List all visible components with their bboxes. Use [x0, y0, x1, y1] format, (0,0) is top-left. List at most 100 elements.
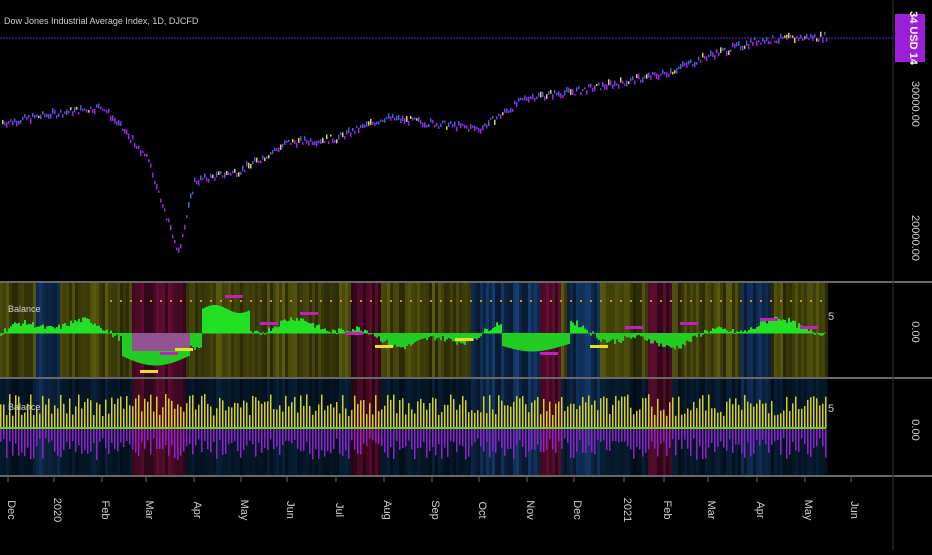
price-bar	[438, 126, 440, 129]
histogram-bar	[393, 394, 395, 428]
histogram-bar	[156, 428, 158, 449]
histogram-bar	[609, 428, 611, 451]
oscillator-area	[240, 312, 242, 334]
price-bar	[18, 120, 20, 125]
histogram-right-value: 5	[828, 403, 834, 415]
oscillator-area	[712, 328, 714, 334]
price-bar	[166, 218, 168, 221]
histogram-bar	[690, 410, 692, 428]
signal-dot	[600, 300, 602, 302]
oscillator-area	[170, 333, 172, 351]
oscillator-area	[480, 333, 482, 337]
histogram-bar	[351, 428, 353, 441]
price-bar	[224, 172, 226, 179]
price-bar	[132, 134, 134, 140]
histogram-bar	[582, 428, 584, 453]
histogram-bar	[126, 396, 128, 428]
oscillator-area	[614, 333, 616, 344]
oscillator-background	[594, 283, 597, 377]
price-bar	[62, 114, 64, 118]
histogram-bar	[567, 406, 569, 428]
histogram-bar	[414, 413, 416, 428]
oscillator-background	[534, 283, 537, 377]
oscillator-background	[177, 283, 180, 377]
price-bar	[688, 60, 690, 65]
histogram-bar	[612, 404, 614, 428]
oscillator-area	[788, 317, 790, 334]
oscillator-area	[292, 319, 294, 334]
oscillator-area	[352, 328, 354, 334]
oscillator-area	[366, 330, 368, 334]
oscillator-area	[778, 318, 780, 334]
oscillator-area	[540, 333, 542, 351]
oscillator-area	[424, 333, 426, 339]
oscillator-area	[818, 333, 820, 335]
price-bar	[170, 224, 172, 231]
price-bar	[222, 175, 224, 178]
oscillator-background	[375, 283, 378, 377]
oscillator-background	[507, 283, 510, 377]
histogram-bar	[822, 403, 824, 428]
histogram-bar	[168, 398, 170, 428]
histogram-bar	[567, 428, 569, 443]
signal-dot	[210, 300, 212, 302]
histogram-bar	[555, 403, 557, 428]
oscillator-area	[238, 312, 240, 334]
oscillator-area	[730, 331, 732, 334]
histogram-bar	[102, 428, 104, 439]
price-bar	[338, 134, 340, 140]
histogram-bar	[366, 428, 368, 447]
oscillator-area	[646, 333, 648, 341]
histogram-bar	[612, 428, 614, 442]
histogram-bar	[207, 428, 209, 450]
price-bar	[684, 63, 686, 66]
price-bar	[284, 140, 286, 145]
oscillator-area	[748, 329, 750, 334]
price-bar	[460, 122, 462, 129]
histogram-bar	[765, 403, 767, 428]
oscillator-background	[564, 283, 567, 377]
histogram-bar	[216, 428, 218, 460]
price-bar	[86, 109, 88, 113]
oscillator-area	[736, 331, 738, 334]
histogram-bar	[525, 428, 527, 458]
histogram-bar	[696, 408, 698, 428]
oscillator-area	[4, 328, 6, 334]
histogram-bar	[627, 394, 629, 428]
histogram-bar	[501, 428, 503, 448]
histogram-bar	[201, 395, 203, 428]
oscillator-area	[198, 333, 200, 348]
price-bar	[320, 139, 322, 145]
histogram-bar	[165, 428, 167, 446]
oscillator-background	[558, 283, 561, 377]
histogram-bar	[462, 428, 464, 447]
price-bar	[442, 120, 444, 124]
price-bar	[678, 66, 680, 70]
histogram-bar	[12, 428, 14, 456]
histogram-bar	[282, 428, 284, 446]
price-bar	[486, 124, 488, 129]
level-marker	[455, 338, 473, 341]
oscillator-area	[678, 333, 680, 349]
histogram-bar	[111, 428, 113, 444]
histogram-bar	[570, 428, 572, 458]
oscillator-area	[716, 327, 718, 334]
price-bar	[352, 127, 354, 132]
histogram-bar	[150, 394, 152, 428]
histogram-bar	[435, 428, 437, 456]
signal-dot	[620, 300, 622, 302]
histogram-bar	[741, 409, 743, 428]
price-bar	[806, 34, 808, 39]
histogram-bar	[438, 428, 440, 445]
oscillator-area	[236, 312, 238, 334]
price-bar	[390, 116, 392, 121]
price-bar	[120, 121, 122, 127]
histogram-bar	[291, 402, 293, 428]
price-bar	[188, 202, 190, 208]
signal-dot	[470, 300, 472, 302]
price-bar	[818, 38, 820, 43]
histogram-bar	[30, 428, 32, 460]
oscillator-background	[123, 283, 126, 377]
histogram-bar	[117, 398, 119, 428]
